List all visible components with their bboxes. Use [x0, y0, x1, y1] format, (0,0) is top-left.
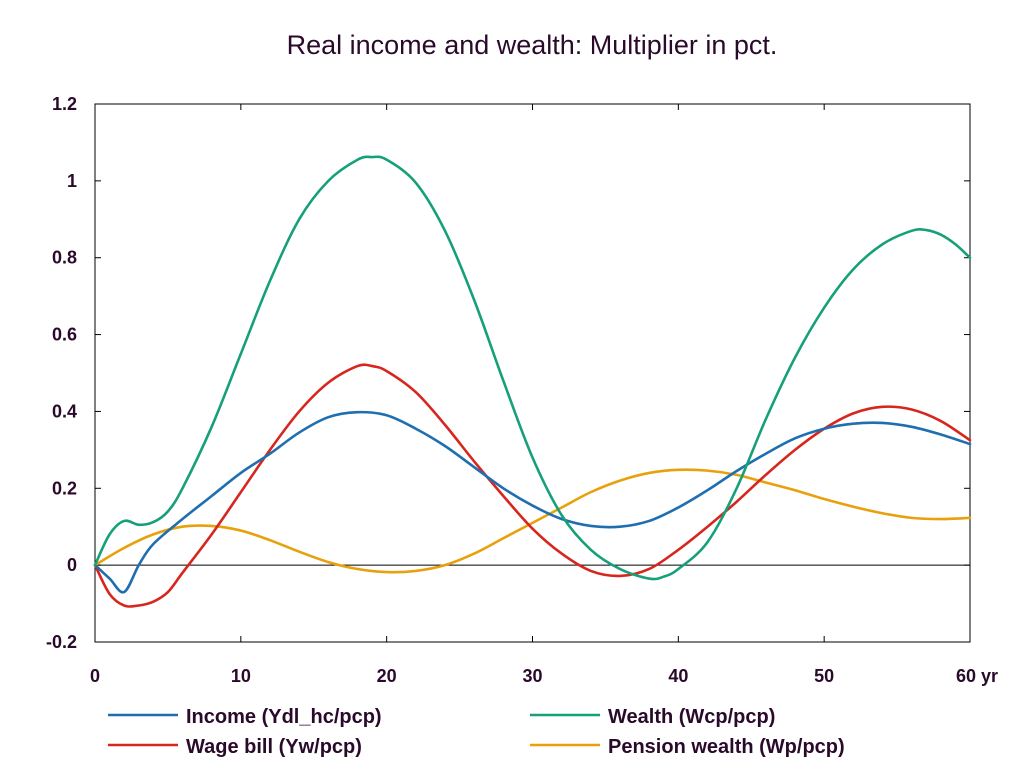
y-tick-label: 0.8	[52, 248, 77, 268]
chart-title: Real income and wealth: Multiplier in pc…	[286, 30, 778, 60]
series-line-wealth	[93, 155, 972, 581]
legend-label-pension: Pension wealth (Wp/pcp)	[608, 736, 845, 758]
y-tick-label: 1.2	[52, 94, 77, 114]
y-tick-label: 0	[67, 555, 77, 575]
series-line-income	[93, 410, 972, 594]
legend-label-wage: Wage bill (Yw/pcp)	[186, 736, 362, 758]
y-tick-label: -0.2	[46, 632, 77, 652]
series-line-pension	[93, 468, 972, 574]
series-lines	[93, 155, 972, 608]
y-tick-label: 0.4	[52, 401, 77, 421]
x-tick-label: 10	[231, 666, 251, 686]
legend: Income (Ydl_hc/pcp) Wealth (Wcp/pcp) Wage …	[108, 706, 845, 758]
x-tick-label: 40	[668, 666, 688, 686]
x-tick-label: 30	[522, 666, 542, 686]
axes: -0.2 0 0.2 0.4 0.6 0.8 1 1.2 0 10 20 30 40 50 60 yr	[46, 94, 998, 686]
legend-label-income: Income (Ydl_hc/pcp)	[186, 706, 382, 728]
x-tick-label: 60 yr	[956, 666, 998, 686]
x-tick-label: 50	[814, 666, 834, 686]
x-tick-label: 20	[377, 666, 397, 686]
y-tick-label: 0.2	[52, 478, 77, 498]
x-tick-label: 0	[90, 666, 100, 686]
plot-frame	[94, 103, 971, 643]
series-line-wage	[93, 363, 972, 608]
y-tick-label: 0.6	[52, 325, 77, 345]
legend-label-wealth: Wealth (Wcp/pcp)	[608, 706, 775, 728]
y-tick-label: 1	[67, 171, 77, 191]
